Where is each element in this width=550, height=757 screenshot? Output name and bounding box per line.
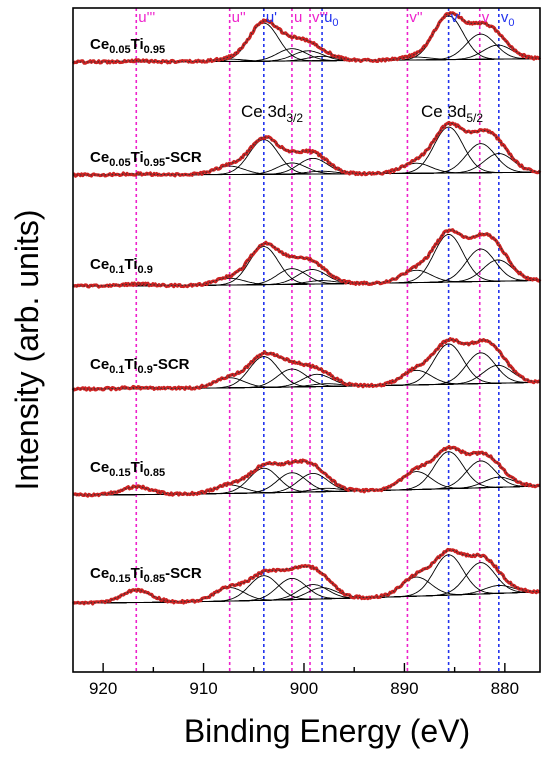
- x-tick-label: 900: [290, 679, 318, 698]
- series-label: Ce0.1Ti0.9: [90, 256, 153, 276]
- envelope-fit: [73, 12, 540, 63]
- series-label: Ce0.05Ti0.95: [90, 36, 165, 56]
- spectra: [71, 11, 542, 606]
- x-tick-label: 890: [390, 679, 418, 698]
- x-tick-label: 910: [189, 679, 217, 698]
- envelope-fit: [73, 229, 541, 287]
- series-labels: Ce0.05Ti0.95 Ce0.05Ti0.95-SCR Ce0.1Ti0.9 Ce…: [90, 36, 202, 585]
- series-label: Ce0.15Ti0.85: [90, 459, 165, 479]
- envelope-fit: [73, 339, 540, 390]
- region-label: Ce 3d5/2: [421, 102, 483, 125]
- reference-line-label: u''': [138, 9, 155, 26]
- reference-line-labels: u''' u'' u' u v'''u0 v'' v' v v0: [138, 9, 514, 29]
- reference-line-label: u: [294, 9, 302, 26]
- x-tick-label: 920: [89, 679, 117, 698]
- plot-frame: [72, 7, 541, 673]
- x-axis-ticks: 920 910 900 890 880: [89, 663, 519, 698]
- reference-line-label: v': [451, 9, 462, 26]
- reference-line-label: u'': [232, 9, 246, 26]
- series-label: Ce0.15Ti0.85-SCR: [90, 565, 202, 585]
- component-peak: [73, 584, 540, 604]
- reference-line-label: v: [482, 9, 490, 26]
- component-peak: [73, 476, 541, 496]
- region-labels: Ce 3d3/2 Ce 3d5/2: [241, 102, 483, 125]
- component-peak: [73, 585, 540, 604]
- region-label: Ce 3d3/2: [241, 102, 303, 125]
- envelope-fit: [73, 549, 541, 604]
- x-axis-label: Binding Energy (eV): [184, 713, 470, 749]
- x-tick-label: 880: [491, 679, 519, 698]
- envelope-fit: [73, 447, 540, 496]
- series-label: Ce0.1Ti0.9-SCR: [90, 356, 190, 376]
- y-axis-label: Intensity (arb. units): [9, 210, 45, 491]
- reference-line-label: v'': [409, 9, 422, 26]
- series-label: Ce0.05Ti0.95-SCR: [90, 149, 202, 169]
- reference-line-label: u0: [324, 9, 338, 29]
- envelope-fit: [73, 122, 540, 176]
- reference-line-label: v''': [312, 9, 328, 26]
- reference-line-label: v0: [501, 9, 515, 29]
- reference-line-label: u': [266, 9, 277, 26]
